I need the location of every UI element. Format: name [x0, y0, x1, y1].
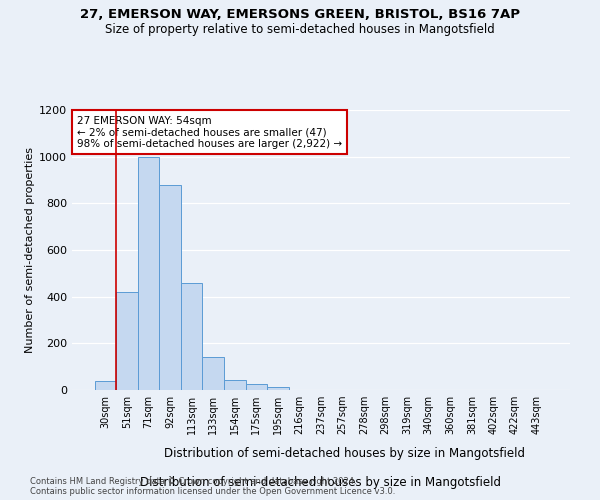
Bar: [224, 380, 245, 390]
Y-axis label: Number of semi-detached properties: Number of semi-detached properties: [25, 147, 35, 353]
Text: Distribution of semi-detached houses by size in Mangotsfield: Distribution of semi-detached houses by …: [164, 448, 526, 460]
Text: 27, EMERSON WAY, EMERSONS GREEN, BRISTOL, BS16 7AP: 27, EMERSON WAY, EMERSONS GREEN, BRISTOL…: [80, 8, 520, 20]
Bar: [245, 384, 267, 390]
Bar: [160, 184, 181, 390]
Bar: [181, 282, 202, 390]
Text: 27 EMERSON WAY: 54sqm
← 2% of semi-detached houses are smaller (47)
98% of semi-: 27 EMERSON WAY: 54sqm ← 2% of semi-detac…: [77, 116, 342, 149]
Bar: [202, 358, 224, 390]
Bar: [267, 386, 289, 390]
Text: Contains HM Land Registry data © Crown copyright and database right 2024.: Contains HM Land Registry data © Crown c…: [30, 478, 356, 486]
Text: Size of property relative to semi-detached houses in Mangotsfield: Size of property relative to semi-detach…: [105, 22, 495, 36]
Text: Contains public sector information licensed under the Open Government Licence v3: Contains public sector information licen…: [30, 488, 395, 496]
X-axis label: Distribution of semi-detached houses by size in Mangotsfield: Distribution of semi-detached houses by …: [140, 476, 502, 489]
Bar: [138, 156, 160, 390]
Bar: [116, 292, 138, 390]
Bar: [95, 380, 116, 390]
